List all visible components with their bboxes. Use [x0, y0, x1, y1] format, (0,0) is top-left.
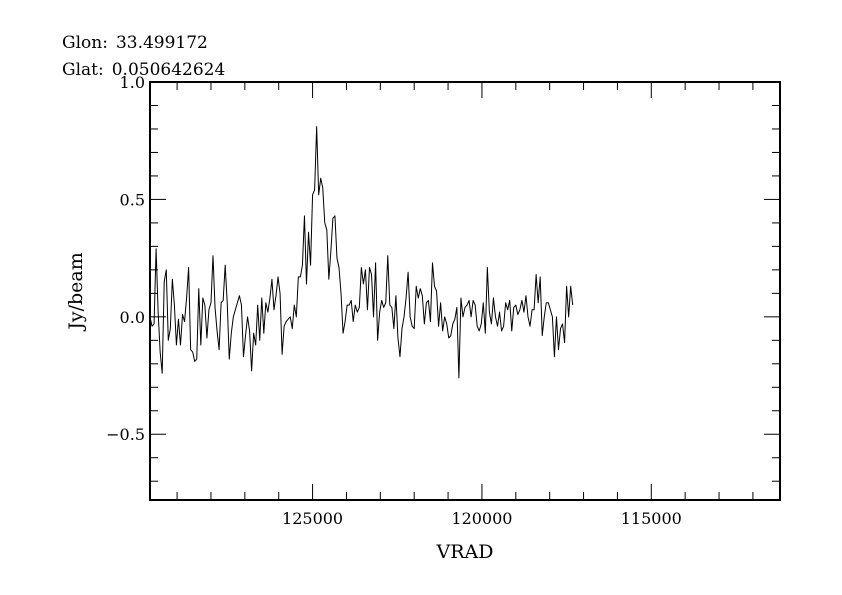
glat-label: Glat:	[62, 60, 104, 80]
y-tick-label: 0.5	[120, 190, 145, 209]
x-tick-label: 115000	[621, 509, 682, 528]
glat-row: Glat: 0.050642624	[62, 57, 233, 84]
y-tick-label: 0.0	[120, 308, 145, 327]
position-header: Glon: 33.499172 Glat: 0.050642624	[62, 30, 233, 84]
x-axis-label: VRAD	[436, 541, 494, 563]
x-tick-label: 125000	[282, 509, 343, 528]
y-tick-label: 1.0	[120, 73, 145, 92]
glon-value: 33.499172	[115, 33, 208, 53]
glat-value: 0.050642624	[111, 60, 226, 80]
axis-tick-labels: 125000 120000 115000 1.0 0.5 0.0 −0.5	[106, 73, 682, 528]
glon-row: Glon: 33.499172	[62, 30, 233, 57]
y-tick-label: −0.5	[106, 425, 145, 444]
plot-frame	[149, 81, 781, 501]
glon-label: Glon:	[62, 33, 108, 53]
y-axis-label: Jy/beam	[65, 252, 87, 332]
axis-ticks	[150, 81, 780, 500]
spectrum-line	[149, 126, 574, 379]
x-tick-label: 120000	[451, 509, 512, 528]
